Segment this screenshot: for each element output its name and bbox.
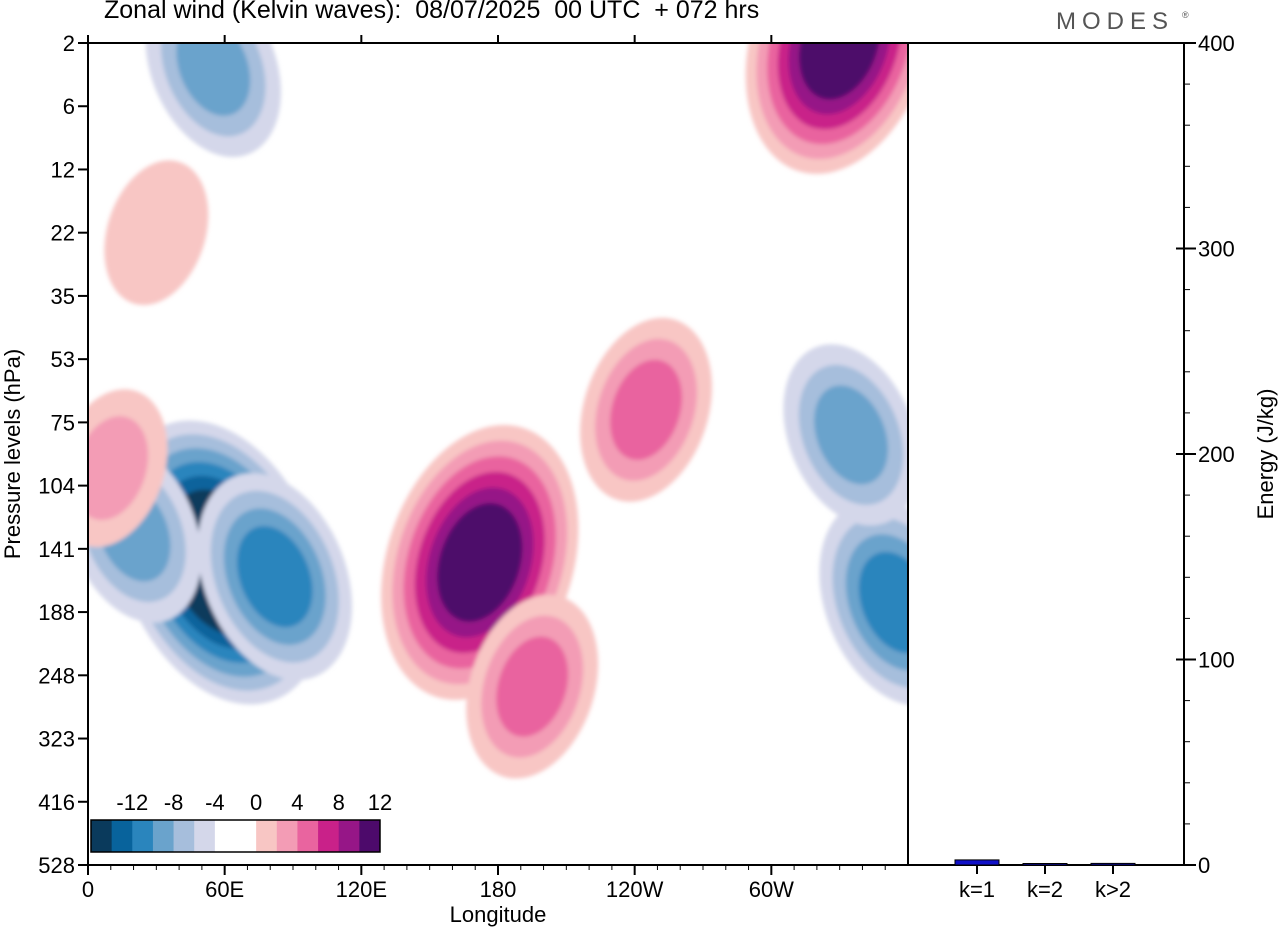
wind-anomaly-negative-4	[783, 344, 908, 526]
contour-level	[88, 416, 149, 521]
colorbar-swatch	[132, 820, 154, 852]
energy-y-tick-label: 0	[1198, 853, 1210, 878]
y-tick-label: 188	[38, 600, 75, 625]
colorbar-swatch	[152, 820, 174, 852]
energy-category-label: k=2	[1027, 877, 1063, 902]
y-tick-label: 248	[38, 663, 75, 688]
energy-category-label: k>2	[1095, 877, 1131, 902]
y-tick-label: 53	[51, 347, 75, 372]
y-tick-label: 22	[51, 221, 75, 246]
colorbar-tick-label: -12	[116, 790, 148, 815]
wind-anomaly-negative-3	[819, 499, 908, 706]
wind-anomaly-negative-1	[197, 473, 353, 681]
energy-y-tick-label: 400	[1198, 31, 1235, 56]
colorbar-swatch	[318, 820, 340, 852]
wind-anomaly-positive-8	[580, 317, 713, 502]
energy-bar	[1090, 862, 1136, 866]
y-tick-label: 75	[51, 410, 75, 435]
energy-bar	[1022, 863, 1068, 866]
wind-anomaly-negative-5	[145, 43, 281, 158]
energy-category-label: k=1	[959, 877, 995, 902]
y-tick-label: 12	[51, 157, 75, 182]
x-tick-label: 180	[480, 877, 517, 902]
energy-panel-frame	[907, 42, 1185, 866]
y-tick-label: 416	[38, 790, 75, 815]
y-tick-label: 35	[51, 284, 75, 309]
contour-level	[858, 551, 908, 654]
pressure-axis: 2 6 12 22 35 53 75 104 141 188 248 323 416 528	[38, 31, 88, 878]
colorbar-swatch	[359, 820, 381, 852]
energy-bars: k=1 k=2 k>2	[954, 859, 1136, 902]
longitude-axis: 0 60E 120E 180 120W 60W	[82, 35, 886, 902]
x-tick-label: 120W	[606, 877, 664, 902]
colorbar-swatch	[91, 820, 113, 852]
x-tick-label: 120E	[336, 877, 387, 902]
contour-level	[437, 503, 523, 622]
x-axis-label: Longitude	[450, 902, 547, 927]
colorbar-swatch	[338, 820, 360, 852]
brand-registered-mark: ®	[1182, 10, 1189, 20]
colorbar: -12 -8 -4 0 4 8 12	[90, 790, 392, 853]
contour-level	[799, 43, 881, 100]
colorbar-tick-label: 12	[368, 790, 392, 815]
heatmap-contours	[88, 43, 908, 779]
y-tick-label: 323	[38, 727, 75, 752]
y-tick-label: 528	[38, 853, 75, 878]
energy-axis-label: Energy (J/kg)	[1253, 389, 1278, 520]
y-axis-label: Pressure levels (hPa)	[0, 349, 25, 559]
y-tick-label: 6	[63, 94, 75, 119]
energy-y-tick-label: 300	[1198, 237, 1235, 262]
colorbar-tick-label: 8	[333, 790, 345, 815]
contour-level	[610, 359, 683, 460]
contour-level	[176, 43, 251, 116]
colorbar-swatch	[235, 820, 257, 852]
wind-anomaly-positive-9	[745, 43, 908, 174]
chart-title: Zonal wind (Kelvin waves): 08/07/2025 00…	[104, 0, 760, 24]
x-tick-label: 0	[82, 877, 94, 902]
y-tick-label: 141	[38, 537, 75, 562]
wind-anomaly-positive-10	[88, 389, 168, 547]
contour-level	[104, 160, 209, 306]
energy-axis: 0 100 200 300 400	[1176, 31, 1235, 878]
wind-anomaly-positive-7	[466, 594, 599, 779]
energy-y-tick-label: 100	[1198, 648, 1235, 673]
y-tick-label: 104	[38, 474, 75, 499]
energy-bar	[954, 859, 1000, 866]
colorbar-tick-label: -8	[164, 790, 184, 815]
x-tick-label: 60E	[205, 877, 244, 902]
colorbar-frame	[90, 819, 381, 853]
contour-level	[237, 526, 313, 628]
colorbar-swatch	[276, 820, 298, 852]
x-tick-label: 60W	[749, 877, 794, 902]
colorbar-tick-label: -4	[205, 790, 225, 815]
colorbar-tick-label: 4	[291, 790, 303, 815]
colorbar-swatch	[256, 820, 278, 852]
colorbar-swatch	[297, 820, 319, 852]
colorbar-swatch	[173, 820, 195, 852]
contour-level	[496, 636, 569, 737]
brand-logo: MODES	[1056, 8, 1175, 35]
heatmap-layer	[88, 43, 908, 865]
colorbar-swatch	[214, 820, 236, 852]
y-tick-label: 2	[63, 31, 75, 56]
colorbar-swatch	[111, 820, 133, 852]
wind-anomaly-positive-11	[104, 160, 209, 306]
colorbar-tick-label: 0	[250, 790, 262, 815]
colorbar-swatch	[194, 820, 216, 852]
contour-level	[814, 385, 888, 485]
energy-y-tick-label: 200	[1198, 442, 1235, 467]
